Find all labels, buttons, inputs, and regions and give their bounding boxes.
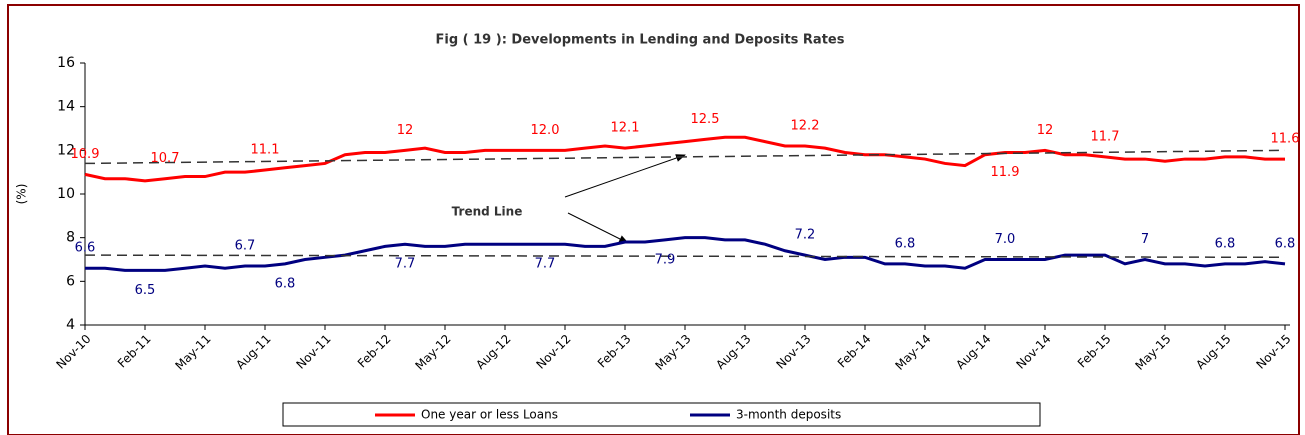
y-tick-label: 14 xyxy=(57,99,75,115)
data-label: 7.0 xyxy=(995,232,1016,247)
data-label: 11.6 xyxy=(1271,132,1300,147)
data-label: 6.5 xyxy=(135,283,156,298)
data-label: 12.0 xyxy=(531,123,560,138)
legend xyxy=(282,402,1041,427)
data-label: 7.7 xyxy=(395,257,416,272)
data-label: 10.9 xyxy=(71,147,100,162)
annotation-arrow xyxy=(567,212,629,244)
data-label: 11.9 xyxy=(991,165,1020,180)
trend-line xyxy=(84,254,1286,259)
chart-frame xyxy=(7,4,1300,435)
y-axis-label: (%) xyxy=(15,184,29,205)
data-label: 6.7 xyxy=(235,239,256,254)
data-label: 6.8 xyxy=(275,276,296,291)
y-tick-label: 12 xyxy=(57,142,75,158)
series-line xyxy=(84,135,1285,183)
annotation-arrow xyxy=(564,154,686,198)
data-label: 11.7 xyxy=(1091,129,1120,144)
data-label: 6.8 xyxy=(895,236,916,251)
series-line xyxy=(85,236,1286,272)
y-tick-label: 10 xyxy=(57,186,75,202)
y-tick-label: 16 xyxy=(57,55,75,71)
chart-title: Fig ( 19 ): Developments in Lending and … xyxy=(436,33,845,48)
data-label: 7 xyxy=(1141,232,1149,247)
data-label: 12 xyxy=(397,123,414,138)
data-label: 10.7 xyxy=(151,151,180,166)
y-tick-label: 8 xyxy=(66,230,75,246)
legend-label: One year or less Loans xyxy=(421,408,558,422)
data-label: 12.1 xyxy=(611,121,640,136)
data-label: 6.8 xyxy=(1215,236,1236,251)
data-label: 6.8 xyxy=(1275,236,1296,251)
data-label: 12 xyxy=(1037,123,1054,138)
data-label: 11.1 xyxy=(251,142,280,157)
y-tick-label: 6 xyxy=(66,273,75,289)
legend-label: 3-month deposits xyxy=(736,408,841,422)
data-label: 7.2 xyxy=(795,228,816,243)
data-label: 7.7 xyxy=(535,257,556,272)
data-label: 12.5 xyxy=(691,112,720,127)
trend-line xyxy=(84,149,1286,165)
y-tick-label: 4 xyxy=(66,317,75,333)
data-label: 6.6 xyxy=(75,241,96,256)
data-label: 7.9 xyxy=(655,252,676,267)
annotation: Trend Line xyxy=(452,205,523,219)
data-label: 12.2 xyxy=(791,118,820,133)
